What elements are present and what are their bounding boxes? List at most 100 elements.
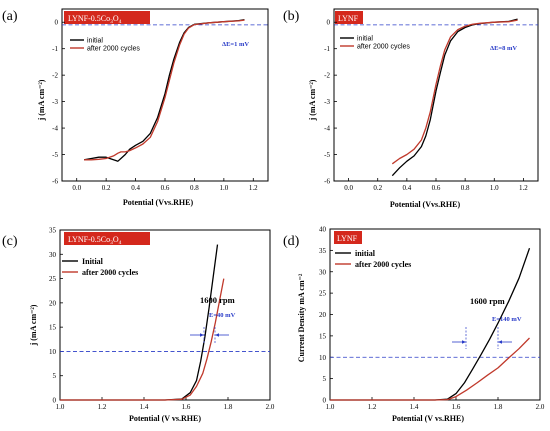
- x-tick-label-a-5: 1.0: [219, 184, 228, 192]
- curves-d: [330, 247, 540, 401]
- rpm-label-c: 1600 rpm: [200, 295, 235, 305]
- x-tick-label-a-1: 0.2: [102, 184, 111, 192]
- panel-d: (d) LYNF 1.0 1.2 1.4 1.6 1.8 2.0 0 5 10 15 20 25 30 3…: [283, 226, 545, 424]
- legend-label-initial-b: initial: [357, 36, 373, 43]
- y-tick-label-c-3: 15: [49, 324, 57, 332]
- y-tick-label-b-3: -3: [324, 98, 330, 106]
- y-tick-label-d-5: 25: [319, 290, 327, 298]
- legend-label-after-a: after 2000 cycles: [87, 46, 140, 53]
- x-tick-label-c-2: 1.4: [140, 403, 149, 411]
- series-after-d: [330, 337, 530, 401]
- x-tick-label-c-4: 1.8: [224, 403, 233, 411]
- x-tick-label-d-1: 1.2: [368, 403, 377, 411]
- y-tick-label-a-6: 0: [55, 19, 59, 27]
- x-tick-label-c-3: 1.6: [182, 403, 191, 411]
- panel-b: (b) LYNF 0.0 0.2 0.4 0.6 0.8 1.0 1.2 -6 -5 -4 -3 -2…: [283, 8, 539, 209]
- y-tick-label-d-8: 40: [319, 226, 327, 234]
- delta-e-annotation-b: ΔE=8 mV: [490, 45, 517, 52]
- x-tick-label-b-5: 1.0: [490, 184, 499, 192]
- series-after-c: [60, 278, 225, 401]
- y-tick-label-b-2: -4: [324, 125, 330, 133]
- y-tick-label-d-2: 10: [319, 354, 327, 362]
- series-initial-d: [330, 247, 531, 401]
- y-tick-label-c-5: 25: [49, 275, 57, 283]
- legend-label-after-d: after 2000 cycles: [355, 260, 411, 269]
- x-tick-label-b-2: 0.4: [402, 184, 411, 192]
- x-tick-label-b-3: 0.6: [432, 184, 441, 192]
- legend-label-after-c: after 2000 cycles: [82, 268, 138, 277]
- series-after-a: [84, 19, 245, 161]
- y-axis-title-a: j (mA cm⁻²): [37, 79, 46, 121]
- sample-tag-a-bg: [64, 11, 150, 24]
- y-tick-label-c-1: 5: [53, 372, 57, 380]
- y-tick-label-a-2: -4: [52, 125, 58, 133]
- x-tick-label-d-2: 1.4: [410, 403, 419, 411]
- x-tick-label-a-0: 0.0: [72, 184, 81, 192]
- y-tick-label-c-6: 30: [49, 251, 57, 259]
- axes-c: 1.0 1.2 1.4 1.6 1.8 2.0 0 5 10 15 20 25 30 35: [49, 227, 275, 412]
- y-tick-label-b-1: -5: [324, 151, 330, 159]
- sample-tag-c: LYNF-0.5Co3O4: [68, 235, 122, 246]
- curves-b: [334, 18, 538, 177]
- y-axis-title-c: j (mA cm⁻²): [29, 304, 38, 346]
- y-tick-label-d-7: 35: [319, 247, 327, 255]
- axes-a: 0.0 0.2 0.4 0.6 0.8 1.0 1.2 -6 -5 -4 -3 -2 -1 0: [52, 8, 269, 192]
- delta-e-annotation-a: ΔE=1 mV: [222, 41, 249, 48]
- x-tick-label-d-3: 1.6: [452, 403, 461, 411]
- x-tick-label-c-5: 2.0: [266, 403, 275, 411]
- y-tick-label-d-3: 15: [319, 332, 327, 340]
- panel-a: (a) LYNF-0.5Co3O4 0.0 0.2 0.4 0.6 0.8 1.0 1.2 -…: [2, 8, 269, 207]
- y-tick-label-b-0: -6: [324, 178, 330, 186]
- arrowhead-right-d: [498, 340, 502, 344]
- x-tick-label-c-1: 1.2: [98, 403, 107, 411]
- curves-a: [62, 18, 268, 162]
- y-tick-label-a-3: -3: [52, 98, 58, 106]
- x-axis-title-d: Potential (V vs.RHE): [392, 414, 464, 423]
- y-tick-label-d-0: 0: [323, 397, 327, 405]
- x-tick-label-d-4: 1.8: [494, 403, 503, 411]
- y-tick-label-c-2: 10: [49, 348, 57, 356]
- arrowhead-right-c: [215, 333, 219, 337]
- legend-label-initial-d: initial: [355, 249, 376, 258]
- y-axis-title-d: Current Density mA cm⁻²: [297, 273, 306, 362]
- y-tick-label-a-4: -2: [52, 72, 58, 80]
- y-axis-title-b: j (mA cm⁻²): [308, 79, 317, 121]
- panel-letter-b: (b): [283, 9, 300, 24]
- curves-c: [60, 244, 270, 401]
- x-tick-label-b-0: 0.0: [344, 184, 353, 192]
- panel-letter-a: (a): [2, 9, 18, 24]
- legend-label-initial-c: Initial: [82, 257, 104, 266]
- panel-c: (c) LYNF-0.5Co3O4 1.0 1.2 1.4 1.6 1.8 2.0 0 5 10…: [2, 227, 275, 424]
- sample-tag-d: LYNF: [337, 234, 358, 243]
- legend-label-initial-a: initial: [87, 38, 103, 45]
- panel-letter-c: (c): [2, 234, 18, 249]
- x-axis-title-c: Potential (V vs.RHE): [129, 414, 201, 423]
- y-tick-label-c-4: 20: [49, 299, 57, 307]
- y-tick-label-d-1: 5: [323, 375, 327, 383]
- legend-label-after-b: after 2000 cycles: [357, 44, 410, 51]
- series-after-b: [391, 19, 518, 165]
- x-tick-label-d-5: 2.0: [536, 403, 545, 411]
- arrowhead-left-d: [462, 340, 466, 344]
- sample-tag-c-bg: [64, 232, 150, 245]
- y-tick-label-a-5: -1: [52, 45, 58, 53]
- y-tick-label-c-0: 0: [53, 397, 57, 405]
- x-axis-title-b: Potential (Vvs.RHE): [390, 200, 461, 209]
- delta-e-annotation-d: E=140 mV: [492, 316, 522, 323]
- delta-e-annotation-c: E=40 mV: [209, 312, 236, 319]
- y-tick-label-a-1: -5: [52, 151, 58, 159]
- x-axis-title-a: Potential (Vvs.RHE): [123, 198, 194, 207]
- axes-b: 0.0 0.2 0.4 0.6 0.8 1.0 1.2 -6 -5 -4 -3 -2 -1 0: [324, 8, 539, 192]
- sample-tag-b: LYNF: [338, 14, 359, 23]
- sample-tag-b-bg: [335, 11, 363, 24]
- y-tick-label-b-5: -1: [324, 45, 330, 53]
- x-tick-label-b-6: 1.2: [519, 184, 528, 192]
- panel-letter-d: (d): [283, 234, 300, 249]
- y-tick-label-d-4: 20: [319, 311, 327, 319]
- x-tick-label-d-0: 1.0: [326, 403, 335, 411]
- sample-tag-d-bg: [334, 231, 362, 244]
- x-tick-label-b-1: 0.2: [373, 184, 382, 192]
- x-tick-label-a-4: 0.8: [190, 184, 199, 192]
- arrowhead-left-c: [200, 333, 204, 337]
